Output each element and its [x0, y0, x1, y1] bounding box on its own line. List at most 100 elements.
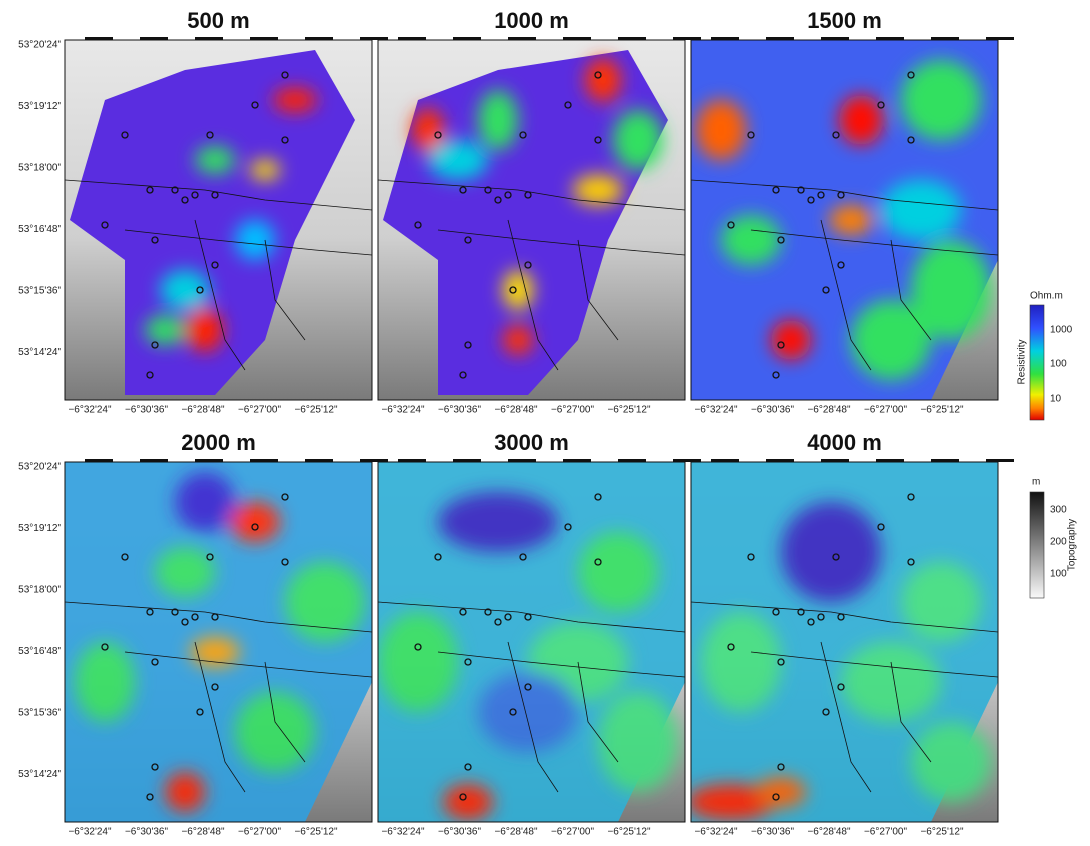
map	[65, 462, 372, 822]
anomaly	[613, 110, 663, 170]
lon-label: −6°25'12"	[607, 827, 651, 838]
anomaly	[851, 300, 931, 380]
lat-label: 53°15'36"	[18, 708, 61, 719]
frame-tick-bar	[986, 37, 1014, 40]
frame-tick-bar	[508, 459, 536, 462]
lon-label: −6°32'24"	[381, 827, 425, 838]
colorbar-tick: 1000	[1050, 325, 1073, 336]
panel-title: 1000 m	[494, 8, 569, 33]
frame-tick-bar	[250, 459, 278, 462]
anomaly	[598, 692, 678, 792]
lon-label: −6°27'00"	[864, 827, 908, 838]
colorbar-unit: m	[1032, 477, 1040, 488]
anomaly	[145, 315, 185, 345]
frame-tick-bar	[711, 37, 739, 40]
anomaly	[911, 722, 991, 802]
figure: Ohm.m 1000 100 10 Resistivity m 300 200 …	[0, 0, 1090, 846]
lon-label: −6°30'36"	[125, 405, 169, 416]
anomaly	[696, 100, 746, 160]
anomaly	[273, 88, 317, 112]
map-panel: 1500 m −6°32'24" −6°30'36" −6°28'48" −6°27'0…	[691, 8, 1014, 416]
frame-tick-bar	[195, 459, 223, 462]
lon-label: −6°30'36"	[438, 405, 482, 416]
lon-label: −6°28'48"	[181, 827, 225, 838]
lon-label: −6°32'24"	[68, 827, 112, 838]
frame-tick-bar	[821, 459, 849, 462]
lon-label: −6°28'48"	[181, 405, 225, 416]
anomaly	[578, 532, 658, 612]
lat-label: 53°14'24"	[18, 347, 61, 358]
lon-label: −6°25'12"	[294, 827, 338, 838]
colorbar	[1030, 305, 1044, 420]
lon-label: −6°32'24"	[694, 405, 738, 416]
resistivity-overlay	[65, 462, 372, 822]
lon-label: −6°30'36"	[751, 405, 795, 416]
anomaly	[839, 95, 883, 145]
anomaly	[756, 777, 806, 807]
resistivity-overlay	[378, 462, 685, 822]
anomaly	[901, 562, 981, 642]
anomaly	[438, 492, 558, 552]
map-panel: 1000 m−6°32'24"−6°30'36"−6°28'48"−6°27'0…	[378, 8, 701, 416]
panel-title: 500 m	[187, 8, 249, 33]
anomaly	[155, 547, 215, 597]
anomaly	[443, 784, 493, 820]
frame-tick-bar	[766, 37, 794, 40]
anomaly	[165, 772, 205, 812]
lat-label: 53°19'12"	[18, 523, 61, 534]
frame-tick-bar	[453, 37, 481, 40]
frame-tick-bar	[821, 37, 849, 40]
anomaly	[503, 325, 533, 355]
frame-tick-bar	[618, 37, 646, 40]
panel-title: 1500 m	[807, 8, 882, 33]
frame-tick-bar	[931, 37, 959, 40]
lon-label: −6°27'00"	[864, 405, 908, 416]
frame-tick-bar	[305, 37, 333, 40]
frame-tick-bar	[563, 37, 591, 40]
panel-title: 2000 m	[181, 430, 256, 455]
anomaly	[771, 320, 811, 360]
lon-label: −6°27'00"	[238, 405, 282, 416]
frame-tick-bar	[140, 37, 168, 40]
lat-label: 53°14'24"	[18, 769, 61, 780]
lat-label: 53°20'24"	[18, 40, 61, 51]
lat-label: 53°18'00"	[18, 163, 61, 174]
lon-label: −6°32'24"	[68, 405, 112, 416]
lon-label: −6°25'12"	[607, 405, 651, 416]
frame-tick-bar	[453, 459, 481, 462]
lon-label: −6°32'24"	[694, 827, 738, 838]
lon-label: −6°27'00"	[551, 405, 595, 416]
anomaly	[187, 308, 223, 352]
lon-label: −6°25'12"	[294, 405, 338, 416]
lat-label: 53°20'24"	[18, 462, 61, 473]
colorbar-tick: 100	[1050, 569, 1067, 580]
lon-label: −6°28'48"	[807, 405, 851, 416]
anomaly	[235, 220, 275, 260]
frame-tick-bar	[305, 459, 333, 462]
anomaly	[701, 612, 781, 712]
colorbar-tick: 300	[1050, 505, 1067, 516]
anomaly	[829, 205, 873, 235]
anomaly	[428, 140, 488, 180]
topography-colorbar: m 300 200 100 Topography	[1030, 477, 1078, 598]
resistivity-colorbar: Ohm.m 1000 100 10 Resistivity	[1017, 291, 1073, 420]
anomaly	[230, 502, 280, 542]
panel-title: 4000 m	[807, 430, 882, 455]
frame-tick-bar	[986, 459, 1014, 462]
map	[378, 462, 685, 822]
anomaly	[781, 502, 881, 602]
lon-label: −6°25'12"	[920, 405, 964, 416]
frame-tick-bar	[876, 37, 904, 40]
frame-tick-bar	[250, 37, 278, 40]
resistivity-overlay	[691, 40, 998, 400]
colorbar-unit: Ohm.m	[1030, 291, 1063, 302]
lon-label: −6°25'12"	[920, 827, 964, 838]
anomaly	[175, 472, 235, 532]
anomaly	[841, 642, 941, 722]
colorbar-label: Topography	[1067, 519, 1078, 571]
panel-title: 3000 m	[494, 430, 569, 455]
map-panel: 500 m −6°32'24" −6°30'36" −6°28'48" −6°27'00…	[18, 8, 388, 416]
anomaly	[250, 160, 280, 180]
frame-tick-bar	[85, 37, 113, 40]
anomaly	[881, 180, 961, 240]
